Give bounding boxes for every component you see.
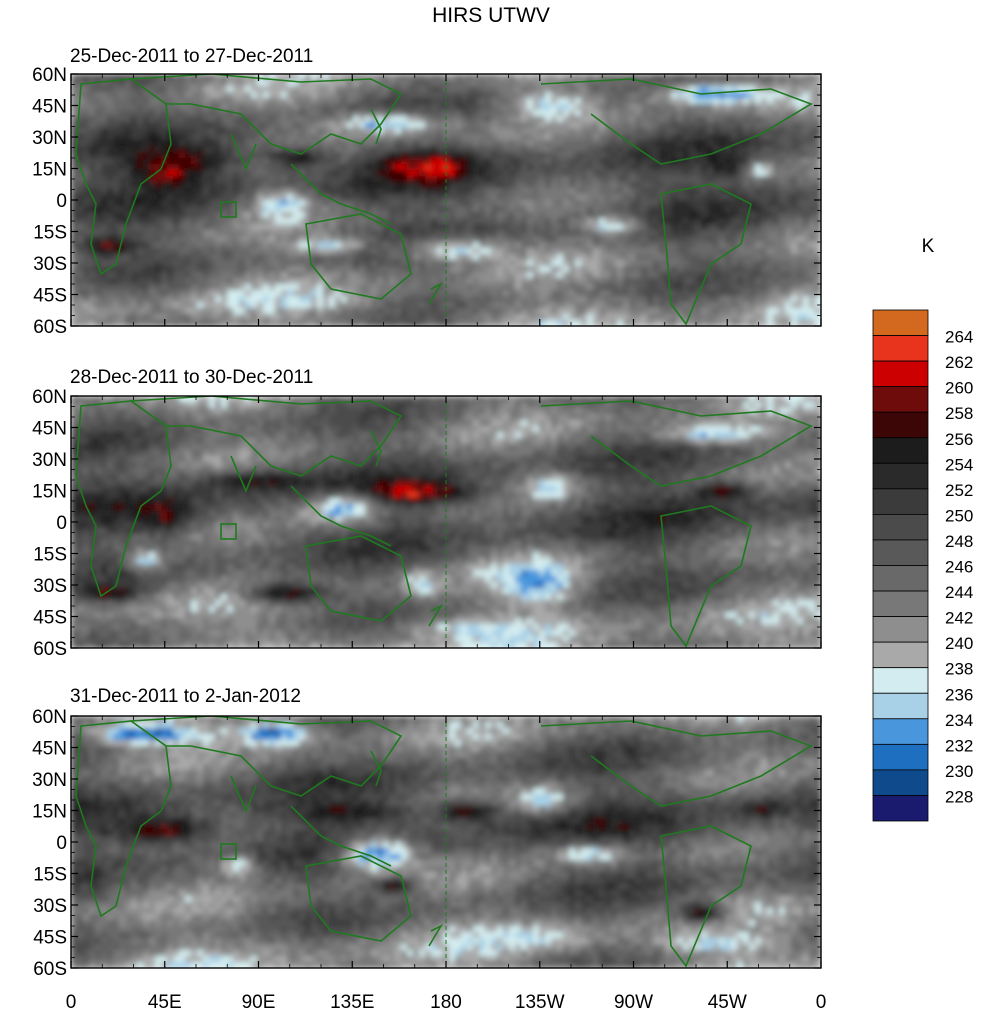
longitude-tick-label: 135E [330, 992, 374, 1013]
latitude-tick-label: 30N [32, 450, 67, 471]
colorbar-tick-label: 238 [945, 660, 973, 679]
longitude-tick-label: 0 [66, 992, 77, 1013]
colorbar-tick-labels: 264 262 260 258 256 254 252 250 248 246 244 242 240 2… [945, 328, 973, 807]
colorbar-swatch [872, 514, 929, 541]
panel-3-title: 31-Dec-2011 to 2-Jan-2012 [70, 686, 301, 707]
latitude-tick-label: 45S [33, 286, 67, 307]
longitude-tick-label: 90W [614, 992, 653, 1013]
panel-3-axes: 60N 45N 30N 15N 0 15S 30S 45S 60S [32, 707, 822, 980]
longitude-tick-label: 90E [242, 992, 276, 1013]
colorbar-tick-label: 258 [945, 404, 973, 423]
colorbar-swatch [872, 769, 929, 796]
map-panel-2: 28-Dec-2011 to 30-Dec-2011 60N 45N 30N 15N 0… [32, 367, 822, 660]
latitude-tick-label: 60S [33, 639, 67, 660]
latitude-tick-label: 45S [33, 928, 67, 949]
latitude-tick-label: 30S [33, 254, 67, 275]
colorbar-swatch [872, 411, 929, 439]
colorbar-swatch [872, 437, 929, 464]
latitude-tick-label: 45N [32, 97, 67, 118]
colorbar-swatch [872, 309, 929, 336]
colorbar: K 264 262 260 258 256 254 252 250 248 246 244 242 24… [872, 236, 973, 822]
panel-3-field [71, 716, 821, 968]
colorbar-tick-label: 244 [945, 583, 973, 602]
latitude-tick-label: 60N [32, 707, 67, 728]
latitude-tick-label: 15N [32, 482, 67, 503]
latitude-tick-label: 45N [32, 419, 67, 440]
colorbar-swatch [872, 616, 929, 643]
colorbar-unit-label: K [922, 236, 935, 257]
map-panel-3: 31-Dec-2011 to 2-Jan-2012 60N 45N 30N 15N 0 1… [32, 686, 822, 980]
latitude-tick-label: 0 [56, 513, 67, 534]
panel-1-field [71, 74, 821, 326]
colorbar-swatch [872, 360, 929, 388]
panel-2-field [71, 396, 821, 648]
colorbar-swatch [872, 462, 929, 490]
colorbar-swatch [872, 718, 929, 745]
longitude-tick-label: 0 [816, 992, 827, 1013]
colorbar-tick-label: 236 [945, 685, 973, 704]
latitude-tick-label: 0 [56, 191, 67, 212]
colorbar-tick-label: 260 [945, 379, 973, 398]
colorbar-swatch [872, 488, 929, 515]
panel-1-title: 25-Dec-2011 to 27-Dec-2011 [70, 46, 313, 67]
coastline [75, 396, 813, 648]
latitude-tick-label: 15S [33, 545, 67, 566]
latitude-tick-label: 60N [32, 65, 67, 86]
coastline [75, 74, 813, 326]
longitude-tick-label: 180 [430, 992, 462, 1013]
latitude-tick-label: 15N [32, 802, 67, 823]
colorbar-swatch [872, 565, 929, 592]
latitude-tick-label: 60N [32, 387, 67, 408]
latitude-tick-label: 30N [32, 128, 67, 149]
colorbar-tick-label: 252 [945, 481, 973, 500]
latitude-tick-label: 30S [33, 576, 67, 597]
latitude-tick-label: 60S [33, 959, 67, 980]
colorbar-tick-label: 254 [945, 455, 973, 474]
colorbar-tick-label: 230 [945, 762, 973, 781]
latitude-tick-label: 0 [56, 833, 67, 854]
latitude-tick-label: 60S [33, 317, 67, 338]
panel-1-axes: 60N 45N 30N 15N 0 15S 30S 45S 60S [32, 65, 822, 338]
panel-2-axes: 60N 45N 30N 15N 0 15S 30S 45S 60S [32, 387, 822, 660]
colorbar-swatch [872, 335, 929, 362]
longitude-tick-label: 45W [708, 992, 747, 1013]
figure-title: HIRS UTWV [432, 4, 550, 27]
colorbar-swatch [872, 539, 929, 566]
latitude-tick-label: 45N [32, 739, 67, 760]
panel-2-title: 28-Dec-2011 to 30-Dec-2011 [70, 367, 313, 388]
colorbar-swatch [872, 667, 929, 694]
colorbar-tick-label: 262 [945, 353, 973, 372]
latitude-tick-label: 30N [32, 770, 67, 791]
coastline [75, 716, 813, 968]
latitude-tick-label: 45S [33, 608, 67, 629]
longitude-axis-labels: 0 45E 90E 135E 180 135W 90W 45W 0 [66, 992, 827, 1013]
colorbar-swatch [872, 743, 929, 771]
colorbar-tick-label: 250 [945, 506, 973, 525]
colorbar-tick-label: 240 [945, 634, 973, 653]
colorbar-tick-label: 248 [945, 532, 973, 551]
latitude-tick-label: 15S [33, 865, 67, 886]
longitude-tick-label: 135W [515, 992, 565, 1013]
colorbar-tick-label: 234 [945, 711, 973, 730]
colorbar-swatch [872, 795, 929, 822]
colorbar-tick-label: 264 [945, 328, 973, 347]
colorbar-swatch [872, 692, 929, 720]
colorbar-tick-label: 246 [945, 558, 973, 577]
colorbar-tick-label: 242 [945, 609, 973, 628]
colorbar-swatches [872, 309, 929, 822]
latitude-tick-label: 15S [33, 223, 67, 244]
map-panel-1: 25-Dec-2011 to 27-Dec-2011 60N 45N 30N 15N 0… [32, 46, 822, 338]
colorbar-swatch [872, 641, 929, 669]
colorbar-swatch [872, 386, 929, 413]
latitude-tick-label: 30S [33, 896, 67, 917]
colorbar-tick-label: 232 [945, 736, 973, 755]
longitude-tick-label: 45E [148, 992, 182, 1013]
colorbar-tick-label: 256 [945, 430, 973, 449]
latitude-tick-label: 15N [32, 160, 67, 181]
colorbar-tick-label: 228 [945, 787, 973, 806]
colorbar-swatch [872, 590, 929, 617]
